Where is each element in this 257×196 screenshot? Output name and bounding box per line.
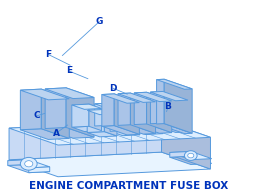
Polygon shape <box>150 107 163 134</box>
Polygon shape <box>170 156 212 164</box>
Polygon shape <box>8 160 50 168</box>
Circle shape <box>185 151 197 160</box>
Polygon shape <box>8 160 29 165</box>
Polygon shape <box>162 120 210 169</box>
Polygon shape <box>118 93 130 125</box>
Polygon shape <box>72 104 102 109</box>
Polygon shape <box>134 124 172 133</box>
Polygon shape <box>102 126 139 135</box>
Polygon shape <box>45 88 66 129</box>
Polygon shape <box>104 109 117 136</box>
Polygon shape <box>150 91 163 124</box>
Polygon shape <box>20 89 69 100</box>
Polygon shape <box>72 126 102 132</box>
Polygon shape <box>130 93 155 133</box>
Polygon shape <box>20 129 69 139</box>
Polygon shape <box>29 167 50 173</box>
Polygon shape <box>127 108 140 135</box>
Polygon shape <box>118 93 155 102</box>
Circle shape <box>188 153 194 158</box>
Polygon shape <box>72 104 89 127</box>
Polygon shape <box>112 103 124 130</box>
Polygon shape <box>170 151 212 160</box>
Polygon shape <box>9 152 210 177</box>
Polygon shape <box>135 102 147 128</box>
Polygon shape <box>150 123 188 132</box>
Polygon shape <box>133 107 163 112</box>
Polygon shape <box>9 120 162 160</box>
Polygon shape <box>157 124 192 134</box>
Polygon shape <box>114 94 139 134</box>
Polygon shape <box>87 109 117 115</box>
Polygon shape <box>8 164 50 173</box>
Polygon shape <box>134 92 146 125</box>
Polygon shape <box>133 129 163 134</box>
Polygon shape <box>45 127 94 138</box>
Polygon shape <box>150 91 188 101</box>
Polygon shape <box>102 94 114 126</box>
Polygon shape <box>133 107 150 130</box>
Polygon shape <box>95 103 112 126</box>
Circle shape <box>25 161 33 167</box>
Polygon shape <box>157 79 192 89</box>
Polygon shape <box>9 120 210 145</box>
Polygon shape <box>87 109 104 132</box>
Polygon shape <box>118 125 155 134</box>
Text: D: D <box>109 84 117 93</box>
Polygon shape <box>45 88 94 99</box>
Text: F: F <box>45 50 51 59</box>
Text: E: E <box>66 66 72 75</box>
Polygon shape <box>89 104 102 131</box>
Text: A: A <box>53 129 60 138</box>
Polygon shape <box>20 89 41 130</box>
Polygon shape <box>117 102 147 107</box>
Polygon shape <box>110 108 140 113</box>
Polygon shape <box>95 103 124 108</box>
Polygon shape <box>157 79 164 124</box>
Polygon shape <box>110 108 127 131</box>
Polygon shape <box>87 132 117 137</box>
Polygon shape <box>117 124 147 129</box>
Text: C: C <box>34 111 40 120</box>
Polygon shape <box>95 125 124 130</box>
Circle shape <box>20 157 37 170</box>
Polygon shape <box>117 102 135 125</box>
Polygon shape <box>134 92 172 102</box>
Text: ENGINE COMPARTMENT FUSE BOX: ENGINE COMPARTMENT FUSE BOX <box>29 181 228 191</box>
Polygon shape <box>164 79 192 133</box>
Text: B: B <box>164 102 171 111</box>
Polygon shape <box>66 88 94 137</box>
Polygon shape <box>170 151 191 157</box>
Polygon shape <box>110 131 140 136</box>
Polygon shape <box>146 92 172 133</box>
Text: G: G <box>96 17 103 26</box>
Polygon shape <box>41 89 69 138</box>
Polygon shape <box>163 91 188 132</box>
Polygon shape <box>102 94 139 103</box>
